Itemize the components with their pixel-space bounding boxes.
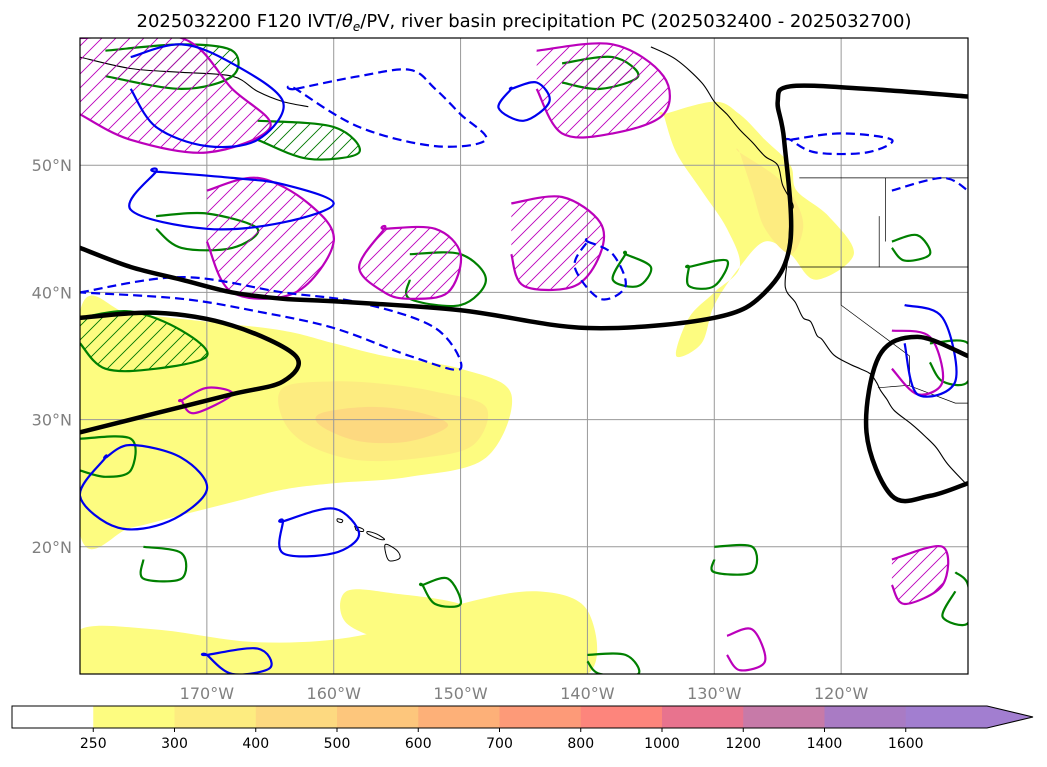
- island-outline: [336, 518, 344, 524]
- island-outline: [366, 530, 386, 541]
- precip-contour-green: [891, 233, 932, 262]
- lon-tick-label: 140°W: [560, 684, 615, 703]
- colorbar-tick-label: 400: [242, 736, 269, 752]
- colorbar-tick-label: 600: [405, 736, 432, 752]
- precip-contour-green: [941, 571, 968, 627]
- colorbar-tick-label: 1400: [807, 736, 843, 752]
- colorbar-bin: [824, 706, 907, 728]
- precip-contour-green: [139, 545, 188, 583]
- colorbar-extend-arrow: [905, 706, 1033, 728]
- lon-tick-label: 170°W: [180, 684, 235, 703]
- ivt-region: [340, 589, 486, 645]
- precip-hatch-magenta: [536, 43, 670, 138]
- latitude-labels: 50°N 40°N 30°N 20°N: [32, 156, 72, 557]
- island-outline: [384, 543, 401, 562]
- precip-hatch-magenta: [359, 225, 462, 299]
- precip-hatch-magenta: [511, 196, 605, 290]
- theta-e-contour: [129, 43, 285, 149]
- pv-contour: [80, 83, 968, 331]
- colorbar-bin: [499, 706, 582, 728]
- colorbar-bin: [580, 706, 663, 728]
- theta-e-contour: [128, 167, 335, 231]
- theta-e-dashed-contour: [573, 238, 627, 301]
- precip-contour-green: [80, 435, 137, 478]
- precip-contour-magenta: [357, 224, 463, 300]
- lat-tick-label: 30°N: [32, 411, 72, 430]
- precip-contour-green: [611, 250, 653, 288]
- precip-contour-magenta: [891, 329, 945, 396]
- ivt-region: [736, 148, 804, 255]
- theta-e-dashed-contour: [891, 176, 968, 192]
- colorbar-bin: [255, 706, 338, 728]
- colorbar-bin: [12, 706, 94, 728]
- precip-contour-magenta: [80, 38, 272, 154]
- colorbar-outline: [11, 705, 1034, 729]
- theta-e-contour: [903, 304, 958, 398]
- colorbar-tick-label: 500: [324, 736, 351, 752]
- lat-tick-label: 40°N: [32, 283, 72, 302]
- colorbar-bin: [743, 706, 825, 728]
- precip-hatch-green: [80, 311, 208, 372]
- theta-e-contour: [278, 507, 361, 558]
- precip-contour-magenta: [726, 627, 767, 672]
- lon-tick-label: 150°W: [433, 684, 488, 703]
- colorbar-tick-label: 700: [486, 736, 513, 752]
- colorbar-bin: [418, 706, 500, 728]
- precip-contour-magenta: [535, 42, 671, 139]
- precip-contour-magenta: [890, 544, 950, 606]
- chart-title: 2025032200 F120 IVT/θe/PV, river basin p…: [137, 11, 912, 34]
- precip-hatch-green: [257, 120, 360, 160]
- ivt-region: [315, 406, 449, 444]
- precip-hatch-magenta: [891, 546, 949, 604]
- colorbar-tick-label: 1200: [725, 736, 761, 752]
- colorbar-tick-label: 800: [567, 736, 594, 752]
- theta-e-contour: [497, 81, 551, 122]
- colorbar-tick-label: 1000: [644, 736, 680, 752]
- pv-contour: [80, 310, 301, 435]
- lat-tick-label: 20°N: [32, 538, 72, 557]
- colorbar-bin: [174, 706, 257, 728]
- precip-contour-green: [419, 576, 463, 608]
- political-border: [877, 384, 968, 404]
- lat-tick-label: 50°N: [32, 156, 72, 175]
- theta-e-dashed-contour: [80, 275, 463, 371]
- precip-contour-green: [257, 119, 361, 161]
- precip-contour-green: [710, 543, 759, 576]
- precip-contour-magenta: [178, 386, 234, 415]
- colorbar-bin: [93, 706, 175, 728]
- colorbar-bin: [662, 706, 744, 728]
- longitude-labels: 170°W 160°W 150°W 140°W 130°W 120°W: [180, 684, 869, 703]
- colorbar-tick-label: 1600: [888, 736, 924, 752]
- theta-e-dashed-contour: [286, 68, 488, 148]
- precip-contour-green: [685, 258, 730, 290]
- precip-contour-green: [586, 652, 641, 674]
- precip-contour-magenta: [510, 195, 606, 292]
- contour-lines: [80, 38, 968, 674]
- theta-e-contour: [200, 647, 273, 674]
- lon-tick-label: 160°W: [307, 684, 362, 703]
- colorbar-bin: [337, 706, 419, 728]
- precip-contour-green: [928, 339, 968, 387]
- theta-e-contour: [80, 443, 209, 531]
- colorbar: 250 300 400 500 600 700 800 1000 1200 1400 1600: [11, 705, 1034, 752]
- colorbar-tick-label: 300: [161, 736, 188, 752]
- coastline: [650, 46, 966, 484]
- map-panel: [79, 37, 969, 675]
- colorbar-tick-label: 250: [80, 736, 107, 752]
- precip-hatch-magenta: [206, 177, 334, 299]
- pv-contour: [863, 334, 968, 504]
- lon-tick-label: 130°W: [687, 684, 742, 703]
- map-frame: [79, 37, 969, 675]
- theta-e-dashed-contour: [784, 132, 894, 156]
- lon-tick-label: 120°W: [814, 684, 869, 703]
- precip-hatch-magenta: [80, 38, 271, 153]
